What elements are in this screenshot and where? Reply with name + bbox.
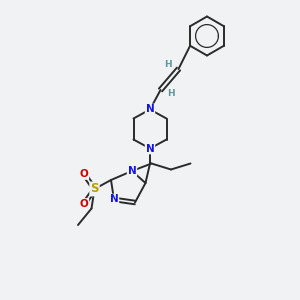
Text: H: H <box>167 88 175 98</box>
Text: N: N <box>146 143 154 154</box>
Text: S: S <box>90 182 99 196</box>
Text: H: H <box>164 60 172 69</box>
Text: O: O <box>80 199 88 209</box>
Text: N: N <box>110 194 118 205</box>
Text: N: N <box>146 104 154 115</box>
Text: O: O <box>80 169 88 179</box>
Text: N: N <box>128 166 136 176</box>
